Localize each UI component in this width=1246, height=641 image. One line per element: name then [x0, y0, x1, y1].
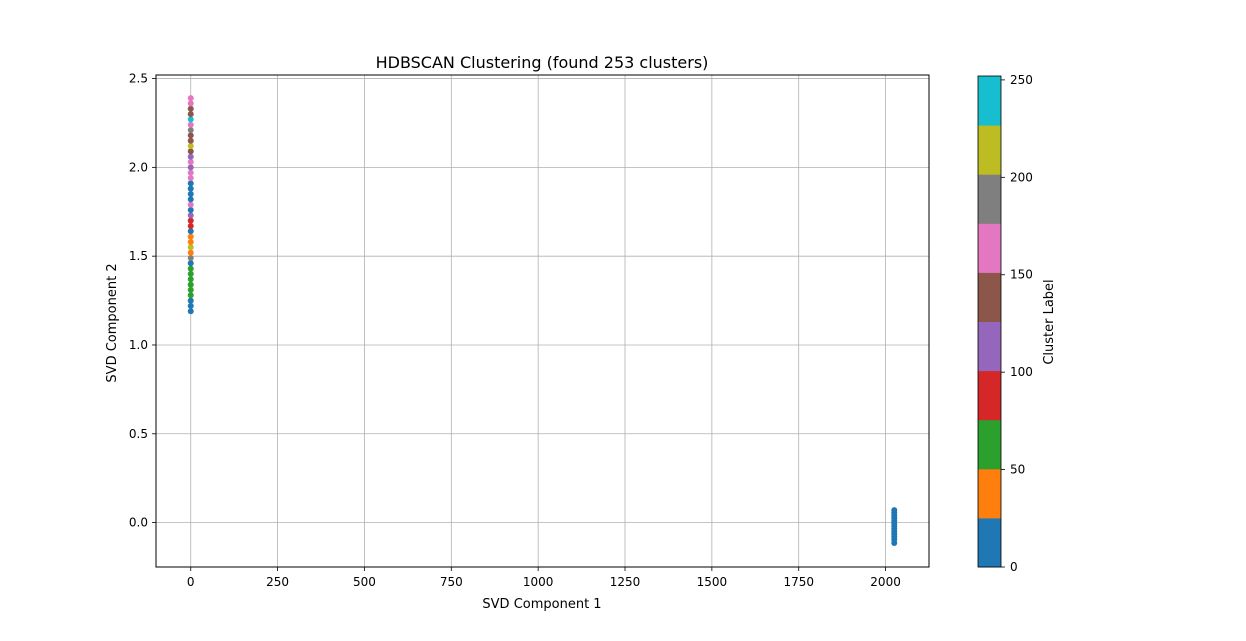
scatter-point [187, 191, 194, 198]
scatter-point [187, 249, 194, 256]
colorbar-segment [978, 517, 1001, 568]
scatter-point [187, 212, 194, 219]
scatter-point [187, 116, 194, 123]
colorbar-segment [978, 223, 1001, 273]
scatter-point [187, 286, 194, 293]
scatter-point [187, 121, 194, 128]
scatter-point [187, 132, 194, 139]
x-tick-label: 250 [266, 575, 289, 589]
y-tick-label: 0.5 [129, 427, 148, 441]
colorbar-segment [978, 125, 1001, 175]
scatter-point [187, 281, 194, 288]
scatter-point [187, 297, 194, 304]
x-tick-label: 0 [187, 575, 195, 589]
scatter-point [187, 302, 194, 309]
scatter-point [187, 196, 194, 203]
y-tick-label: 2.0 [129, 160, 148, 174]
scatter-point [891, 540, 898, 547]
scatter-point [187, 153, 194, 160]
scatter-point [187, 201, 194, 208]
scatter-point [187, 185, 194, 192]
scatter-point [187, 233, 194, 240]
scatter-point [187, 308, 194, 315]
x-tick-label: 1750 [783, 575, 814, 589]
scatter-point [187, 127, 194, 134]
scatter-point [187, 164, 194, 171]
colorbar-tick-label: 200 [1010, 170, 1033, 184]
scatter-point [187, 159, 194, 166]
scatter-point [187, 137, 194, 144]
scatter-point [187, 143, 194, 150]
colorbar-segment [978, 174, 1001, 224]
colorbar-tick-label: 250 [1010, 73, 1033, 87]
scatter-point [187, 95, 194, 102]
scatter-point [187, 105, 194, 112]
scatter-point [187, 206, 194, 213]
scatter-point [187, 180, 194, 187]
scatter-points [187, 95, 898, 547]
colorbar-tick-label: 0 [1010, 560, 1018, 574]
colorbar-tick-label: 150 [1010, 268, 1033, 282]
scatter-point [187, 228, 194, 235]
x-tick-label: 1000 [523, 575, 554, 589]
colorbar-segment [978, 76, 1001, 126]
scatter-point [187, 260, 194, 267]
x-tick-label: 1500 [697, 575, 728, 589]
x-tick-label: 750 [440, 575, 463, 589]
scatter-point [187, 276, 194, 283]
x-tick-label: 1250 [610, 575, 641, 589]
colorbar-segment [978, 468, 1001, 519]
colorbar-segment [978, 419, 1001, 470]
y-tick-label: 2.5 [129, 72, 148, 86]
colorbar-segment [978, 321, 1001, 372]
x-tick-label: 500 [353, 575, 376, 589]
scatter-point [187, 244, 194, 251]
scatter-point [187, 169, 194, 176]
colorbar-label: Cluster Label [1042, 279, 1057, 364]
y-tick-label: 1.0 [129, 338, 148, 352]
y-tick-label: 1.5 [129, 249, 148, 263]
scatter-point [187, 148, 194, 155]
x-axis-ticks: 0 250 500 750 1000 1250 1500 1750 2000 [187, 567, 901, 589]
axes-frame [155, 74, 930, 568]
scatter-point [187, 217, 194, 224]
colorbar-tick-label: 50 [1010, 463, 1025, 477]
scatter-point [187, 238, 194, 245]
y-tick-label: 0.0 [129, 516, 148, 530]
colorbar-segment [978, 370, 1001, 421]
y-axis-label: SVD Component 2 [105, 263, 120, 382]
colorbar-segment [978, 272, 1001, 322]
scatter-point [187, 270, 194, 277]
scatter-point [187, 265, 194, 272]
colorbar: 0 50 100 150 200 250 [977, 73, 1033, 574]
scatter-point [187, 100, 194, 107]
scatter-point [187, 254, 194, 261]
colorbar-tick-label: 100 [1010, 365, 1033, 379]
grid [156, 75, 929, 567]
y-axis-ticks: 0.0 0.5 1.0 1.5 2.0 2.5 [129, 72, 156, 530]
chart-title: HDBSCAN Clustering (found 253 clusters) [376, 53, 709, 72]
scatter-point [187, 111, 194, 118]
x-axis-label: SVD Component 1 [482, 597, 601, 612]
x-tick-label: 2000 [870, 575, 901, 589]
colorbar-frame [977, 75, 1002, 568]
scatter-point [187, 292, 194, 299]
scatter-point [187, 175, 194, 182]
scatter-point [187, 222, 194, 229]
